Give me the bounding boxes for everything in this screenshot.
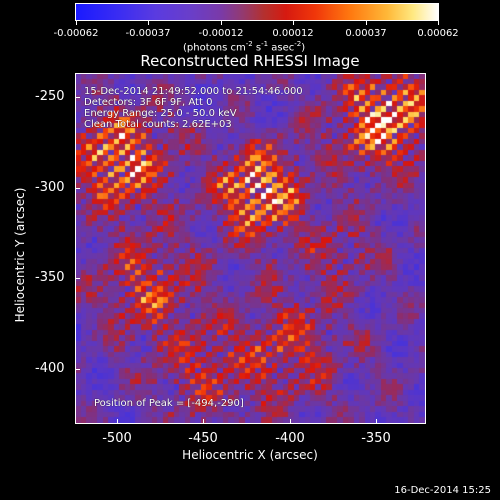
colorbar-tick-label: 0.00062: [417, 28, 459, 39]
solar-image-panel: 15-Dec-2014 21:49:52.000 to 21:54:46.000…: [75, 73, 426, 424]
generated-timestamp: 16-Dec-2014 15:25: [394, 485, 491, 496]
y-tick-mark: [75, 188, 80, 189]
x-tick-label: -500: [102, 431, 132, 446]
colorbar-tick-mark: [293, 20, 294, 25]
colorbar-tick-label: -0.00012: [198, 28, 244, 39]
colorbar: [75, 3, 439, 21]
y-tick-label: -250: [35, 89, 65, 104]
time-range-text: 15-Dec-2014 21:49:52.000 to 21:54:46.000: [84, 86, 303, 97]
x-tick-mark: [290, 419, 291, 424]
y-tick-mark: [75, 369, 80, 370]
x-tick-mark: [203, 419, 204, 424]
peak-position-text: Position of Peak = [-494,-290]: [94, 398, 244, 409]
x-tick-label: -450: [188, 431, 218, 446]
x-tick-label: -350: [361, 431, 391, 446]
y-tick-label: -400: [35, 361, 65, 376]
clean-counts-text: Clean Total counts: 2.62E+03: [84, 119, 232, 130]
energy-range-text: Energy Range: 25.0 - 50.0 keV: [84, 108, 237, 119]
colorbar-tick-label: -0.00037: [125, 28, 171, 39]
x-axis-label: Heliocentric X (arcsec): [182, 448, 318, 462]
colorbar-tick-label: -0.00062: [53, 28, 99, 39]
y-axis-label: Heliocentric Y (arcsec): [13, 187, 27, 323]
y-tick-label: -350: [35, 270, 65, 285]
colorbar-tick-mark: [366, 20, 367, 25]
x-tick-label: -400: [275, 431, 305, 446]
y-tick-label: -300: [35, 180, 65, 195]
colorbar-unit-label: (photons cm-2 s-1 asec-2): [183, 40, 306, 54]
colorbar-tick-mark: [221, 20, 222, 25]
detectors-text: Detectors: 3F 6F 9F, Att 0: [84, 97, 213, 108]
x-tick-mark: [117, 419, 118, 424]
image-title: Reconstructed RHESSI Image: [140, 52, 360, 70]
colorbar-tick-mark: [438, 20, 439, 25]
colorbar-tick-label: 0.00012: [272, 28, 314, 39]
colorbar-tick-mark: [76, 20, 77, 25]
y-tick-mark: [75, 97, 80, 98]
colorbar-tick-label: 0.00037: [345, 28, 387, 39]
y-tick-mark: [75, 278, 80, 279]
heatmap-canvas: [76, 74, 425, 423]
x-tick-mark: [376, 419, 377, 424]
colorbar-tick-mark: [148, 20, 149, 25]
